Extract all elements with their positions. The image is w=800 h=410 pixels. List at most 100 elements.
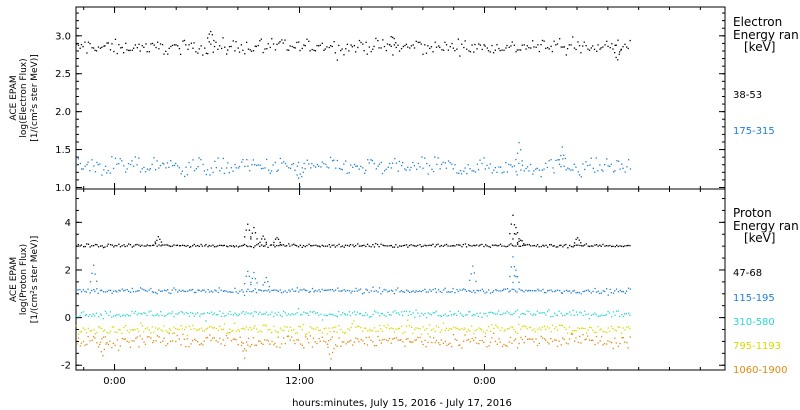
- data-point: [469, 51, 472, 53]
- data-point: [554, 328, 556, 330]
- data-point: [299, 244, 301, 246]
- data-point: [102, 291, 105, 293]
- data-point: [595, 157, 597, 159]
- data-point: [208, 312, 211, 314]
- data-point: [276, 314, 278, 316]
- data-point: [235, 330, 238, 332]
- data-point: [101, 327, 103, 330]
- data-point: [612, 292, 615, 294]
- data-point: [87, 288, 89, 290]
- data-point: [385, 315, 387, 317]
- data-point: [375, 37, 377, 40]
- data-point: [81, 168, 83, 170]
- data-point: [350, 326, 352, 328]
- data-point: [552, 245, 554, 247]
- series-310-580: [75, 308, 631, 322]
- data-point: [274, 161, 276, 164]
- data-point: [86, 163, 88, 166]
- data-point: [283, 310, 285, 312]
- data-point: [560, 244, 562, 246]
- data-point: [86, 243, 88, 245]
- data-point: [346, 43, 348, 45]
- data-point: [387, 291, 389, 293]
- data-point: [434, 288, 436, 290]
- data-point: [263, 290, 265, 292]
- data-point: [335, 326, 337, 328]
- data-point: [366, 289, 368, 291]
- data-point: [307, 314, 310, 316]
- data-point: [394, 310, 396, 312]
- data-point: [565, 342, 567, 344]
- data-point: [139, 245, 142, 247]
- data-point: [511, 342, 513, 344]
- data-point: [310, 245, 312, 247]
- data-point: [262, 167, 264, 170]
- data-point: [380, 161, 382, 164]
- data-point: [462, 243, 464, 246]
- data-point: [550, 316, 552, 318]
- data-point: [206, 327, 209, 329]
- data-point: [395, 337, 397, 339]
- legend-item: 310-580: [733, 317, 775, 328]
- data-point: [159, 341, 162, 344]
- data-point: [175, 162, 177, 165]
- data-point: [289, 290, 291, 292]
- data-point: [168, 332, 170, 334]
- data-point: [146, 336, 149, 338]
- data-point: [269, 313, 271, 315]
- data-point: [160, 241, 163, 243]
- data-point: [144, 343, 147, 345]
- data-point: [178, 289, 180, 291]
- data-point: [261, 244, 263, 246]
- data-point: [512, 256, 514, 258]
- data-point: [503, 343, 505, 346]
- data-point: [340, 168, 342, 170]
- data-point: [356, 165, 358, 167]
- data-point: [187, 313, 189, 315]
- data-point: [505, 344, 507, 347]
- data-point: [111, 43, 113, 45]
- data-point: [466, 331, 468, 333]
- data-point: [297, 308, 300, 310]
- data-point: [206, 169, 209, 171]
- data-point: [241, 341, 243, 343]
- y-tick-label: 3.0: [55, 31, 71, 42]
- data-point: [175, 44, 177, 46]
- data-point: [301, 175, 303, 178]
- data-point: [338, 325, 340, 327]
- data-point: [242, 244, 244, 246]
- data-point: [361, 245, 364, 247]
- data-point: [279, 289, 281, 291]
- data-point: [140, 322, 142, 324]
- data-point: [224, 344, 226, 347]
- data-point: [437, 315, 439, 317]
- data-point: [562, 158, 564, 160]
- data-point: [303, 311, 305, 313]
- data-point: [197, 289, 199, 291]
- data-point: [429, 288, 431, 291]
- data-point: [513, 288, 515, 291]
- data-point: [457, 310, 460, 312]
- data-point: [398, 160, 401, 163]
- data-point: [246, 159, 248, 161]
- data-point: [175, 289, 177, 291]
- data-point: [154, 169, 157, 171]
- data-point: [107, 243, 109, 245]
- data-point: [230, 245, 233, 247]
- data-point: [335, 167, 337, 169]
- data-point: [229, 310, 231, 313]
- data-point: [132, 329, 135, 331]
- data-point: [420, 291, 422, 293]
- data-point: [131, 329, 134, 331]
- data-point: [123, 290, 125, 292]
- data-point: [209, 174, 211, 176]
- data-point: [454, 327, 457, 329]
- data-point: [169, 329, 172, 331]
- data-point: [353, 290, 356, 292]
- data-point: [475, 280, 477, 283]
- data-point: [524, 335, 527, 338]
- data-point: [204, 47, 206, 49]
- data-point: [496, 44, 498, 46]
- data-point: [312, 328, 315, 330]
- data-point: [230, 313, 232, 316]
